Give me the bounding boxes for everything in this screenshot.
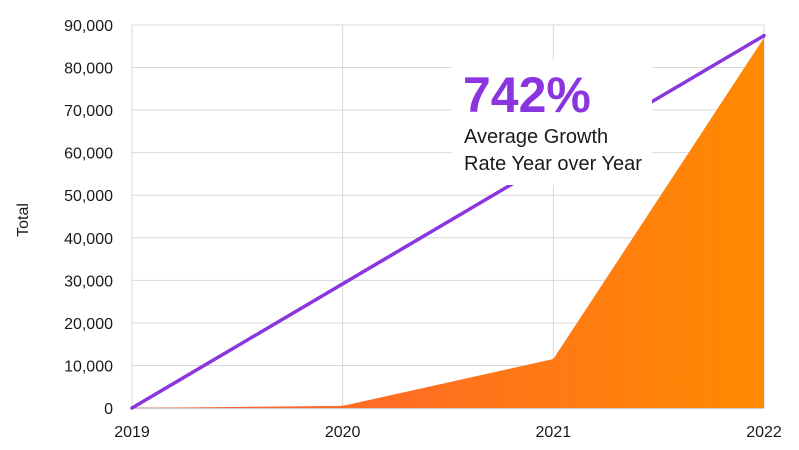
y-tick-label: 80,000 <box>64 61 113 78</box>
x-tick-label: 2019 <box>114 424 150 441</box>
y-tick-label: 20,000 <box>64 316 113 333</box>
y-tick-label: 60,000 <box>64 146 113 163</box>
annotation-value: 742% <box>463 67 591 123</box>
area-fill <box>132 37 764 409</box>
y-axis-ticks: 0 10,000 20,000 30,000 40,000 50,000 60,000 70,… <box>64 18 113 418</box>
annotation-line-1: Average Growth <box>464 126 608 148</box>
trend-line <box>130 33 766 410</box>
y-tick-label: 10,000 <box>64 358 113 375</box>
growth-annotation: 742% Average Growth Rate Year over Year <box>452 60 652 185</box>
annotation-line-2: Rate Year over Year <box>464 153 642 175</box>
y-tick-label: 40,000 <box>64 231 113 248</box>
y-tick-label: 30,000 <box>64 273 113 290</box>
y-axis-title: Total <box>15 203 32 237</box>
x-axis-ticks: 2019 2020 2021 2022 <box>114 424 782 441</box>
y-tick-label: 0 <box>104 401 113 418</box>
x-tick-label: 2022 <box>746 424 782 441</box>
annotation-background <box>452 60 652 185</box>
y-tick-label: 50,000 <box>64 188 113 205</box>
x-tick-label: 2021 <box>536 424 572 441</box>
x-tick-label: 2020 <box>325 424 361 441</box>
area-point-2021 <box>552 358 555 360</box>
area-point-2020 <box>341 405 344 407</box>
y-tick-label: 70,000 <box>64 103 113 120</box>
y-tick-label: 90,000 <box>64 18 113 35</box>
trend-line-layer <box>130 33 766 410</box>
